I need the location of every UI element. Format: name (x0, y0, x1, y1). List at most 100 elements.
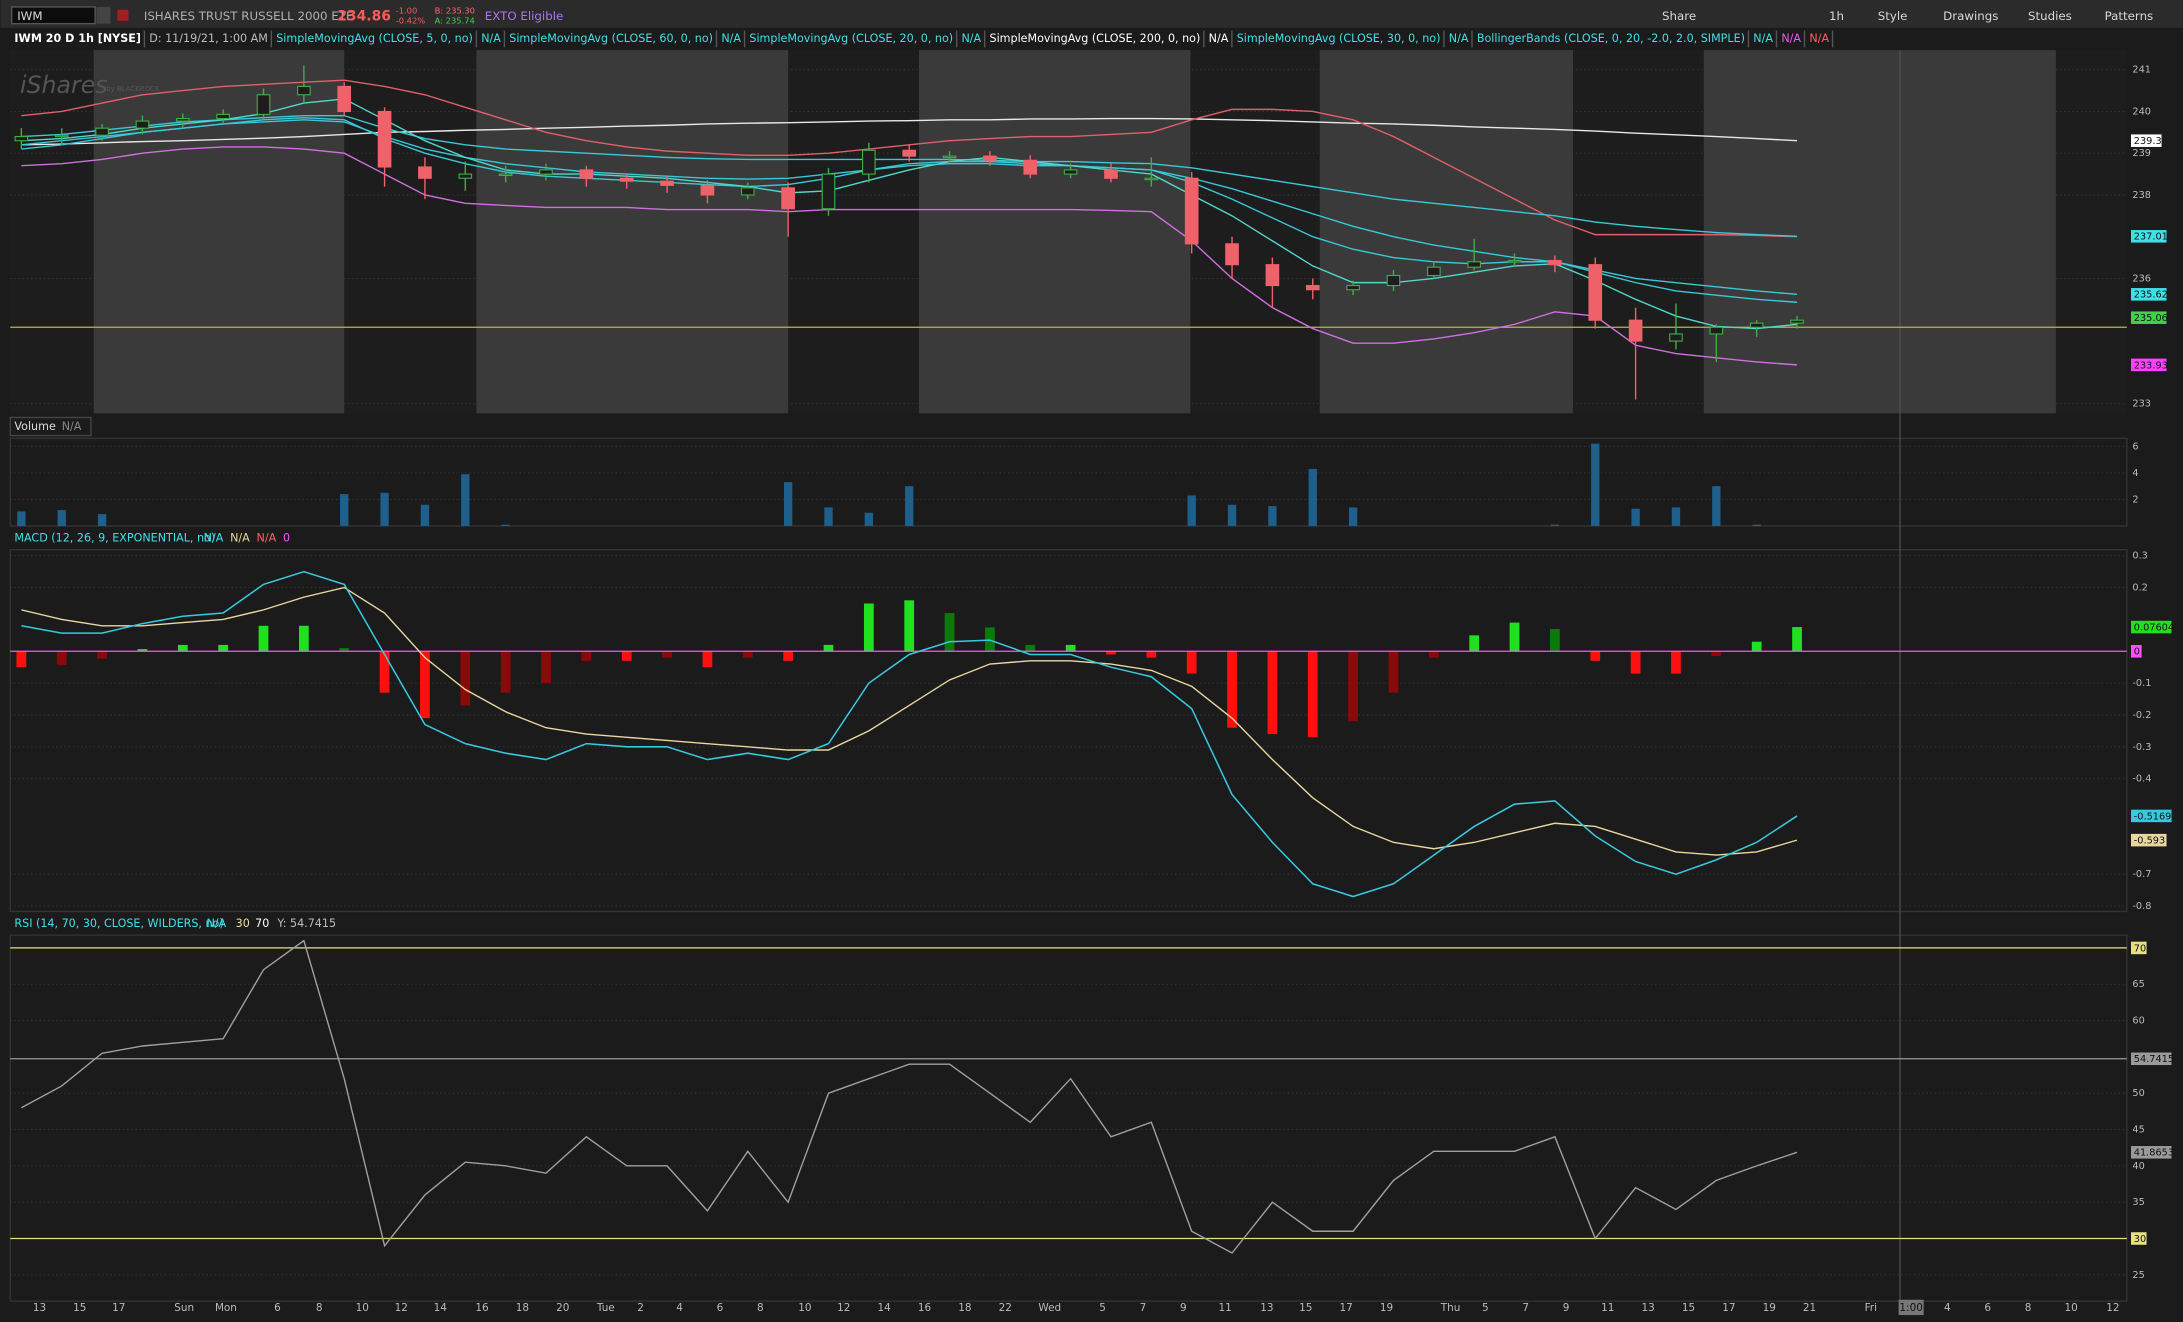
legend-item: D: 11/19/21, 1:00 AM (149, 32, 268, 45)
x-tick-label: 5 (1482, 1302, 1489, 1314)
panel-status: N/A (206, 917, 226, 930)
histogram-bar (1711, 651, 1722, 657)
y-tick-label: 6 (2132, 441, 2138, 452)
x-tick-label: 17 (112, 1302, 125, 1314)
exto-badge: EXTO Eligible (485, 9, 563, 23)
volume-bar (380, 492, 389, 527)
toolbar-button-label[interactable]: Share (1662, 9, 1696, 23)
candle-body (95, 127, 109, 136)
y-tick-label: 238 (2132, 190, 2151, 201)
candle-body (54, 134, 69, 138)
price-tag-label: 0.07604 (2134, 622, 2174, 633)
histogram-bar (1227, 651, 1237, 728)
histogram-bar (1307, 651, 1318, 738)
candle-body (821, 173, 836, 210)
price-tag (2131, 311, 2167, 324)
histogram-bar (742, 651, 753, 658)
volume-bar (1268, 506, 1277, 527)
histogram-bar (298, 625, 309, 652)
symbol[interactable]: IWM (17, 9, 42, 23)
toolbar-button-label[interactable]: Style (1878, 9, 1908, 23)
x-tick-label: 9 (1563, 1302, 1570, 1314)
x-tick-label: 13 (1641, 1302, 1654, 1314)
link-icon[interactable] (117, 9, 129, 21)
histogram-bar (1065, 644, 1076, 652)
price-tag (2131, 1052, 2172, 1066)
x-tick-label: 19 (1380, 1302, 1393, 1314)
candle-body (297, 85, 311, 96)
histogram-bar (177, 644, 188, 652)
y-tick-label: -0.7 (2132, 869, 2151, 880)
volume-bar (1348, 507, 1358, 527)
x-tick-label: 6 (274, 1302, 281, 1314)
symbol-box[interactable] (10, 6, 96, 25)
histogram-bar (1106, 651, 1116, 655)
candle-body (579, 169, 594, 179)
histogram-bar (581, 651, 592, 661)
candle-body (902, 149, 917, 157)
x-tick-label: 14 (878, 1302, 892, 1314)
price-tag-label: 41.8653 (2134, 1148, 2174, 1159)
x-tick-label: 16 (475, 1302, 488, 1314)
legend-item: SimpleMovingAvg (CLOSE, 200, 0, no) (990, 32, 1201, 45)
histogram-bar (16, 651, 27, 668)
symbol-dropdown[interactable] (96, 6, 111, 24)
y-tick-label: 4 (2132, 468, 2138, 479)
panel-header (9, 416, 92, 437)
candle-body (1225, 243, 1239, 266)
histogram-bar (339, 648, 350, 652)
toolbar-button-label[interactable]: Studies (2028, 9, 2072, 23)
x-tick-label: 8 (2025, 1302, 2032, 1314)
x-tick-label: 8 (316, 1302, 323, 1314)
price-tag-label: -0.5169 (2134, 811, 2172, 822)
x-tick-label: 16 (918, 1302, 931, 1314)
legend-item: N/A (1781, 32, 1801, 45)
volume-bar (57, 510, 66, 527)
histogram-bar (702, 651, 713, 668)
cursor-time-box (1898, 1299, 1924, 1316)
x-tick-label: 13 (33, 1302, 46, 1314)
rsi-panel (9, 934, 2128, 1302)
candle-body (1628, 319, 1643, 342)
candle-body (498, 173, 513, 177)
x-tick-label: 21 (1803, 1302, 1816, 1314)
volume-bar (1712, 486, 1721, 527)
histogram-bar (783, 651, 794, 661)
price-tag (2131, 134, 2162, 147)
candle-body (619, 177, 634, 182)
y-tick-label: 50 (2132, 1088, 2144, 1099)
toolbar-button-label[interactable]: Patterns (2105, 9, 2154, 23)
volume-bar (1752, 524, 1761, 527)
y-tick-label: 45 (2132, 1125, 2144, 1136)
price-tag (2131, 1146, 2172, 1159)
x-tick-label: Mon (215, 1302, 237, 1314)
x-tick-label: 17 (1340, 1302, 1353, 1314)
candle-body (1467, 261, 1482, 268)
candle-body (660, 180, 674, 186)
price-tag-label: -0.593 (2134, 836, 2165, 847)
candle-body (14, 135, 29, 142)
x-tick-label: Tue (596, 1302, 615, 1314)
toolbar-button-label[interactable]: Drawings (1943, 9, 1998, 23)
y-tick-label: 2 (2132, 494, 2138, 505)
x-tick-label: 12 (837, 1302, 850, 1314)
price-tag-label: 235.06 (2134, 313, 2168, 324)
panel-status: 0 (283, 532, 290, 545)
volume-bar (461, 474, 470, 527)
volume-bar (501, 524, 510, 527)
histogram-bar (904, 600, 915, 652)
toolbar-button-label[interactable]: 1h (1829, 9, 1844, 23)
x-tick-label: 11 (1601, 1302, 1614, 1314)
ask: A: 235.74 (435, 15, 475, 25)
session-band (1703, 50, 2056, 414)
y-tick-label: 233 (2132, 399, 2151, 410)
histogram-bar (621, 651, 632, 661)
volume-bar (97, 514, 107, 527)
panel-status: 30 (236, 917, 250, 930)
volume-bar (1550, 524, 1560, 527)
x-tick-label: 14 (434, 1302, 448, 1314)
candle-body (337, 85, 352, 113)
panel-status: Y: 54.7415 (276, 917, 336, 930)
price-tag-label: 239.3 (2134, 136, 2162, 147)
